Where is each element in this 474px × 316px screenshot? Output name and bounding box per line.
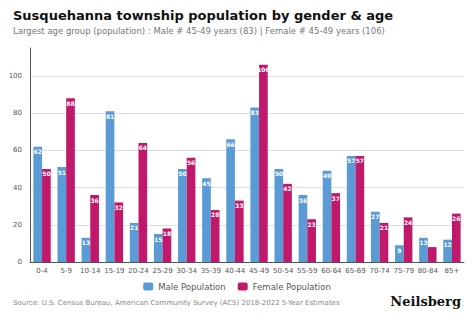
svg-text:15-19: 15-19 — [104, 267, 124, 275]
svg-text:Female Population: Female Population — [253, 282, 331, 292]
svg-text:80: 80 — [13, 109, 22, 117]
svg-text:45: 45 — [202, 180, 210, 187]
svg-text:75-79: 75-79 — [394, 267, 414, 275]
svg-text:50: 50 — [178, 170, 186, 177]
svg-text:55-59: 55-59 — [297, 267, 317, 275]
svg-text:36: 36 — [90, 197, 98, 204]
svg-text:56: 56 — [187, 159, 195, 166]
svg-text:36: 36 — [299, 197, 307, 204]
svg-text:40: 40 — [13, 184, 22, 192]
svg-text:37: 37 — [332, 195, 340, 202]
svg-text:Male Population: Male Population — [158, 282, 226, 292]
svg-text:0: 0 — [18, 258, 22, 266]
svg-text:85+: 85+ — [445, 267, 460, 275]
svg-text:5-9: 5-9 — [60, 267, 71, 275]
svg-text:20: 20 — [13, 221, 22, 229]
svg-text:Largest age group (population): Largest age group (population) : Male # … — [13, 26, 385, 36]
svg-text:66: 66 — [226, 141, 234, 148]
svg-text:23: 23 — [307, 221, 315, 228]
svg-text:50-54: 50-54 — [273, 267, 294, 275]
svg-text:Neilsberg: Neilsberg — [390, 294, 461, 309]
svg-text:20-24: 20-24 — [128, 267, 149, 275]
svg-text:81: 81 — [106, 113, 114, 120]
svg-text:21: 21 — [130, 224, 138, 231]
svg-text:12: 12 — [443, 241, 451, 248]
svg-text:60: 60 — [13, 146, 22, 154]
svg-text:21: 21 — [380, 224, 388, 231]
svg-text:40-44: 40-44 — [225, 267, 246, 275]
svg-text:24: 24 — [404, 219, 412, 226]
svg-text:62: 62 — [34, 148, 42, 155]
svg-text:57: 57 — [347, 157, 355, 164]
svg-text:30-34: 30-34 — [177, 267, 198, 275]
svg-text:42: 42 — [283, 185, 291, 192]
svg-text:18: 18 — [163, 230, 171, 237]
svg-text:70-74: 70-74 — [369, 267, 390, 275]
svg-text:13: 13 — [419, 239, 427, 246]
svg-text:50: 50 — [275, 170, 283, 177]
svg-text:33: 33 — [235, 202, 243, 209]
svg-text:80-84: 80-84 — [418, 267, 439, 275]
svg-text:25-29: 25-29 — [152, 267, 172, 275]
svg-text:88: 88 — [66, 100, 74, 107]
svg-text:32: 32 — [115, 204, 123, 211]
svg-text:49: 49 — [323, 172, 331, 179]
svg-text:0-4: 0-4 — [36, 267, 48, 275]
svg-text:60-64: 60-64 — [321, 267, 342, 275]
svg-text:64: 64 — [139, 144, 147, 151]
svg-text:26: 26 — [452, 215, 460, 222]
svg-text:28: 28 — [211, 211, 219, 218]
svg-text:57: 57 — [356, 157, 364, 164]
svg-text:65-69: 65-69 — [345, 267, 365, 275]
svg-text:10-14: 10-14 — [80, 267, 101, 275]
svg-text:51: 51 — [58, 169, 66, 176]
svg-text:27: 27 — [371, 213, 379, 220]
svg-text:15: 15 — [154, 236, 162, 243]
svg-text:9: 9 — [397, 247, 401, 254]
svg-text:35-39: 35-39 — [201, 267, 221, 275]
svg-text:100: 100 — [9, 72, 22, 80]
svg-text:Source: U.S. Census Bureau, Am: Source: U.S. Census Bureau, American Com… — [13, 299, 340, 307]
svg-text:50: 50 — [42, 170, 50, 177]
svg-text:83: 83 — [251, 109, 259, 116]
svg-text:106: 106 — [257, 66, 270, 73]
svg-text:13: 13 — [82, 239, 90, 246]
svg-text:Susquehanna township populatio: Susquehanna township population by gende… — [13, 8, 393, 23]
svg-text:45-49: 45-49 — [249, 267, 269, 275]
